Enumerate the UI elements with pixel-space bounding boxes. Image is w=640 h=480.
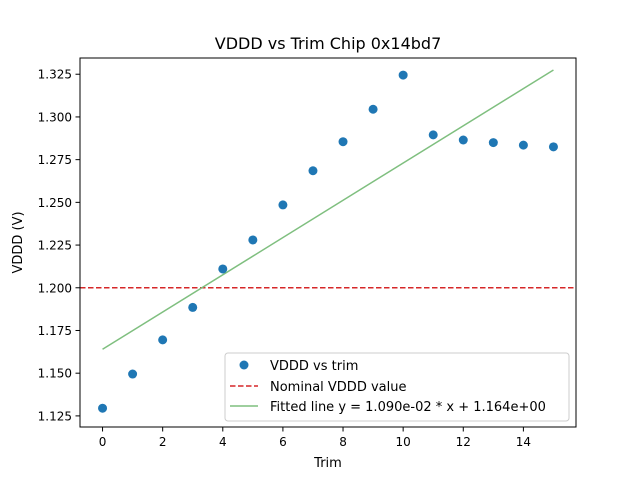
data-point (128, 369, 138, 379)
data-point (368, 104, 378, 114)
data-point (428, 130, 438, 140)
data-point (488, 138, 498, 148)
legend-label-scatter: VDDD vs trim (270, 359, 358, 374)
data-point (518, 140, 528, 150)
x-tick-label: 2 (159, 435, 167, 449)
y-tick-label: 1.225 (38, 239, 72, 253)
y-tick-label: 1.275 (38, 153, 72, 167)
x-tick-label: 4 (219, 435, 227, 449)
x-tick-label: 8 (339, 435, 347, 449)
plot-frame (79, 57, 577, 428)
data-point (398, 70, 408, 80)
data-point (158, 335, 168, 345)
legend-label-fit: Fitted line y = 1.090e-02 * x + 1.164e+0… (270, 400, 546, 415)
x-tick-label: 12 (456, 435, 471, 449)
x-tick-label: 6 (279, 435, 287, 449)
x-axis-label: Trim (313, 456, 342, 471)
y-tick-label: 1.325 (38, 68, 72, 82)
data-point (458, 135, 468, 145)
chart-title: VDDD vs Trim Chip 0x14bd7 (215, 34, 442, 53)
y-tick-label: 1.300 (38, 110, 72, 124)
y-tick-label: 1.150 (38, 367, 72, 381)
data-point (218, 264, 228, 274)
x-tick-label: 14 (516, 435, 531, 449)
legend: VDDD vs trim Nominal VDDD value Fitted l… (224, 352, 570, 422)
data-point (278, 200, 288, 210)
data-point (548, 142, 558, 152)
x-tick-label: 10 (396, 435, 411, 449)
data-point (98, 403, 108, 413)
y-tick-label: 1.175 (38, 324, 72, 338)
data-point (338, 137, 348, 147)
data-point (188, 302, 198, 312)
fitted-line (102, 69, 554, 350)
y-tick-label: 1.125 (38, 409, 72, 423)
legend-box (224, 352, 570, 422)
legend-label-nominal: Nominal VDDD value (270, 380, 406, 395)
y-tick-label: 1.200 (38, 281, 72, 295)
legend-marker-scatter (239, 360, 249, 370)
y-axis-label: VDDD (V) (11, 211, 26, 273)
data-point (248, 235, 258, 245)
data-point (308, 166, 318, 176)
y-tick-label: 1.250 (38, 196, 72, 210)
x-tick-label: 0 (99, 435, 107, 449)
